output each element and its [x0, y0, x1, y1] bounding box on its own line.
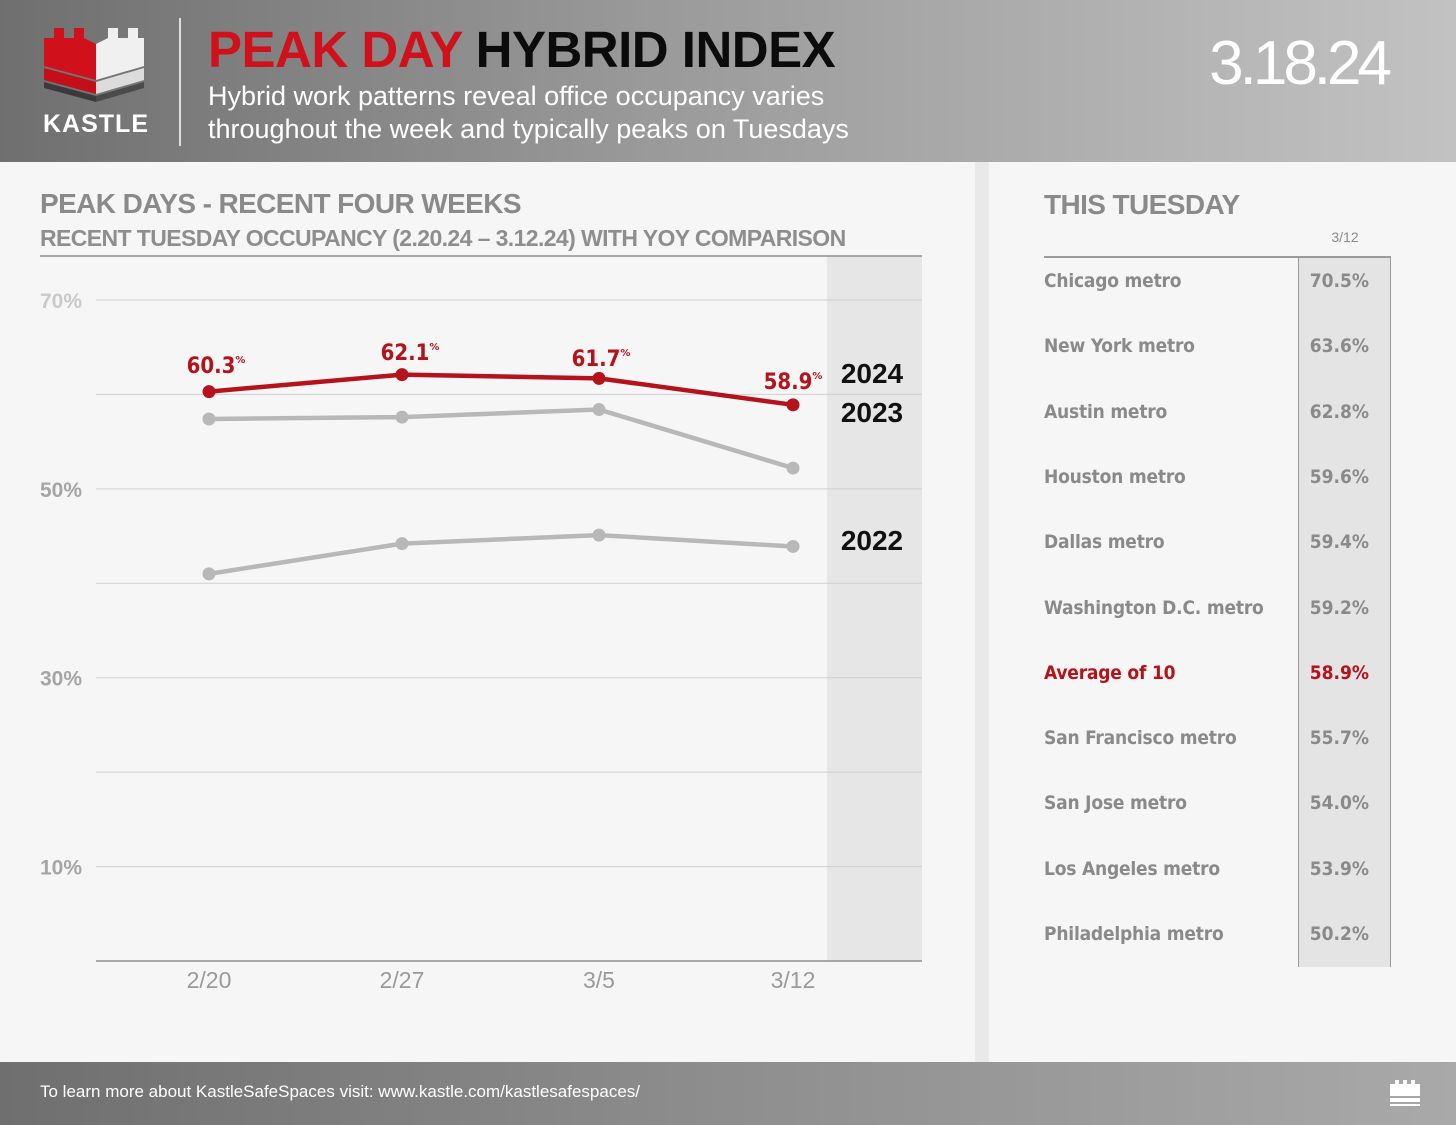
chart-panel [0, 162, 975, 1062]
footer-link-text[interactable]: To learn more about KastleSafeSpaces vis… [40, 1082, 641, 1101]
table-value: 55.7% [1309, 727, 1369, 750]
table-row: Washington D.C. metro 59.2% [1044, 597, 1390, 627]
x-tick-label: 2/27 [380, 967, 425, 993]
x-tick-label: 3/5 [583, 967, 615, 993]
series-line-2023 [208, 407, 794, 471]
data-label-pct-symbol: % [235, 355, 245, 366]
table-city-label: Philadelphia metro [1044, 923, 1224, 945]
chart-section-title: PEAK DAYS - RECENT FOUR WEEKS [40, 188, 522, 219]
page-subtitle: Hybrid work patterns reveal office occup… [208, 80, 849, 146]
table-value: 53.9% [1309, 857, 1369, 880]
table-row: San Francisco metro 55.7% [1044, 727, 1390, 757]
table-city-label: Austin metro [1044, 400, 1168, 423]
chart-section-subtitle: RECENT TUESDAY OCCUPANCY (2.20.24 – 3.12… [40, 225, 846, 251]
table-city-label: Chicago metro [1044, 270, 1182, 292]
legend-band [827, 256, 922, 961]
table-row: San Jose metro 54.0% [1044, 792, 1390, 822]
series-name-label: 2022 [841, 525, 903, 556]
table-section-title: THIS TUESDAY [1044, 189, 1240, 220]
table-city-label: Houston metro [1044, 465, 1186, 488]
data-label-pct-symbol: % [429, 342, 439, 353]
table-top-rule [1044, 256, 1390, 258]
subtitle-line-2: throughout the week and typically peaks … [208, 114, 849, 144]
table-city-label: Average of 10 [1044, 661, 1176, 684]
table-row: Average of 10 58.9% [1044, 662, 1390, 692]
data-point-2023 [202, 412, 216, 426]
logo-text: KASTLE [43, 110, 149, 138]
table-row: Houston metro 59.6% [1044, 466, 1390, 496]
table-city-label: Washington D.C. metro [1044, 596, 1264, 619]
data-point-2023 [786, 461, 800, 475]
table-value: 62.8% [1309, 400, 1369, 423]
series-line-2024 [208, 372, 794, 408]
y-tick-label: 50% [40, 479, 82, 502]
data-label-2024: 62.1 [381, 341, 430, 366]
table-value: 70.5% [1309, 270, 1369, 292]
data-point-2023 [592, 403, 606, 417]
title-part-red: PEAK DAY [208, 21, 462, 78]
data-point-2023 [395, 410, 409, 424]
y-tick-label: 10% [40, 857, 82, 880]
table-value: 50.2% [1309, 923, 1369, 945]
data-label-2024: 60.3 [187, 354, 236, 379]
report-date: 3.18.24 [1209, 29, 1392, 98]
table-column-header: 3/12 [1331, 229, 1359, 245]
header-banner: KASTLE PEAK DAY HYBRID INDEX Hybrid work… [0, 0, 1456, 162]
table-value: 59.4% [1309, 531, 1369, 554]
table-value: 58.9% [1309, 661, 1369, 684]
data-point-2024 [786, 398, 800, 412]
table-city-label: New York metro [1044, 335, 1195, 358]
page-title: PEAK DAY HYBRID INDEX [208, 20, 836, 79]
data-point-2024 [592, 371, 606, 385]
table-city-label: San Francisco metro [1044, 727, 1237, 750]
subtitle-line-1: Hybrid work patterns reveal office occup… [208, 81, 825, 111]
table-row: Chicago metro 70.5% [1044, 270, 1390, 300]
table-value: 59.6% [1309, 465, 1369, 488]
series-name-label: 2024 [841, 358, 904, 389]
table-city-label: San Jose metro [1044, 792, 1187, 815]
table-value-column [1298, 256, 1391, 967]
table-row: Philadelphia metro 50.2% [1044, 923, 1390, 953]
kastle-castle-logo-icon [44, 28, 144, 102]
series-line-2022 [208, 532, 794, 577]
series-name-label: 2023 [841, 397, 903, 428]
table-value: 63.6% [1309, 335, 1369, 358]
table-city-label: Dallas metro [1044, 531, 1165, 554]
data-point-2022 [202, 567, 216, 581]
footer-bar: To learn more about KastleSafeSpaces vis… [0, 1062, 1456, 1125]
table-value: 59.2% [1309, 596, 1369, 619]
title-part-black: HYBRID INDEX [475, 21, 836, 78]
table-value: 54.0% [1309, 792, 1369, 815]
data-point-2022 [786, 539, 800, 553]
table-city-label: Los Angeles metro [1044, 857, 1220, 880]
header-divider [179, 18, 181, 146]
y-tick-label: 30% [40, 668, 82, 691]
x-tick-label: 3/12 [771, 967, 816, 993]
data-point-2022 [592, 528, 606, 542]
data-point-2022 [395, 537, 409, 551]
table-row: New York metro 63.6% [1044, 335, 1390, 365]
table-row: Los Angeles metro 53.9% [1044, 858, 1390, 888]
table-row: Dallas metro 59.4% [1044, 531, 1390, 561]
data-label-pct-symbol: % [620, 348, 630, 359]
y-tick-label: 70% [40, 290, 82, 313]
x-tick-label: 2/20 [187, 967, 232, 993]
table-row: Austin metro 62.8% [1044, 401, 1390, 431]
data-label-pct-symbol: % [812, 371, 822, 382]
data-point-2024 [202, 385, 216, 399]
data-label-2024: 61.7 [572, 347, 621, 372]
data-label-2024: 58.9 [764, 370, 813, 395]
data-point-2024 [395, 368, 409, 382]
castle-footer-icon [1390, 1080, 1420, 1106]
